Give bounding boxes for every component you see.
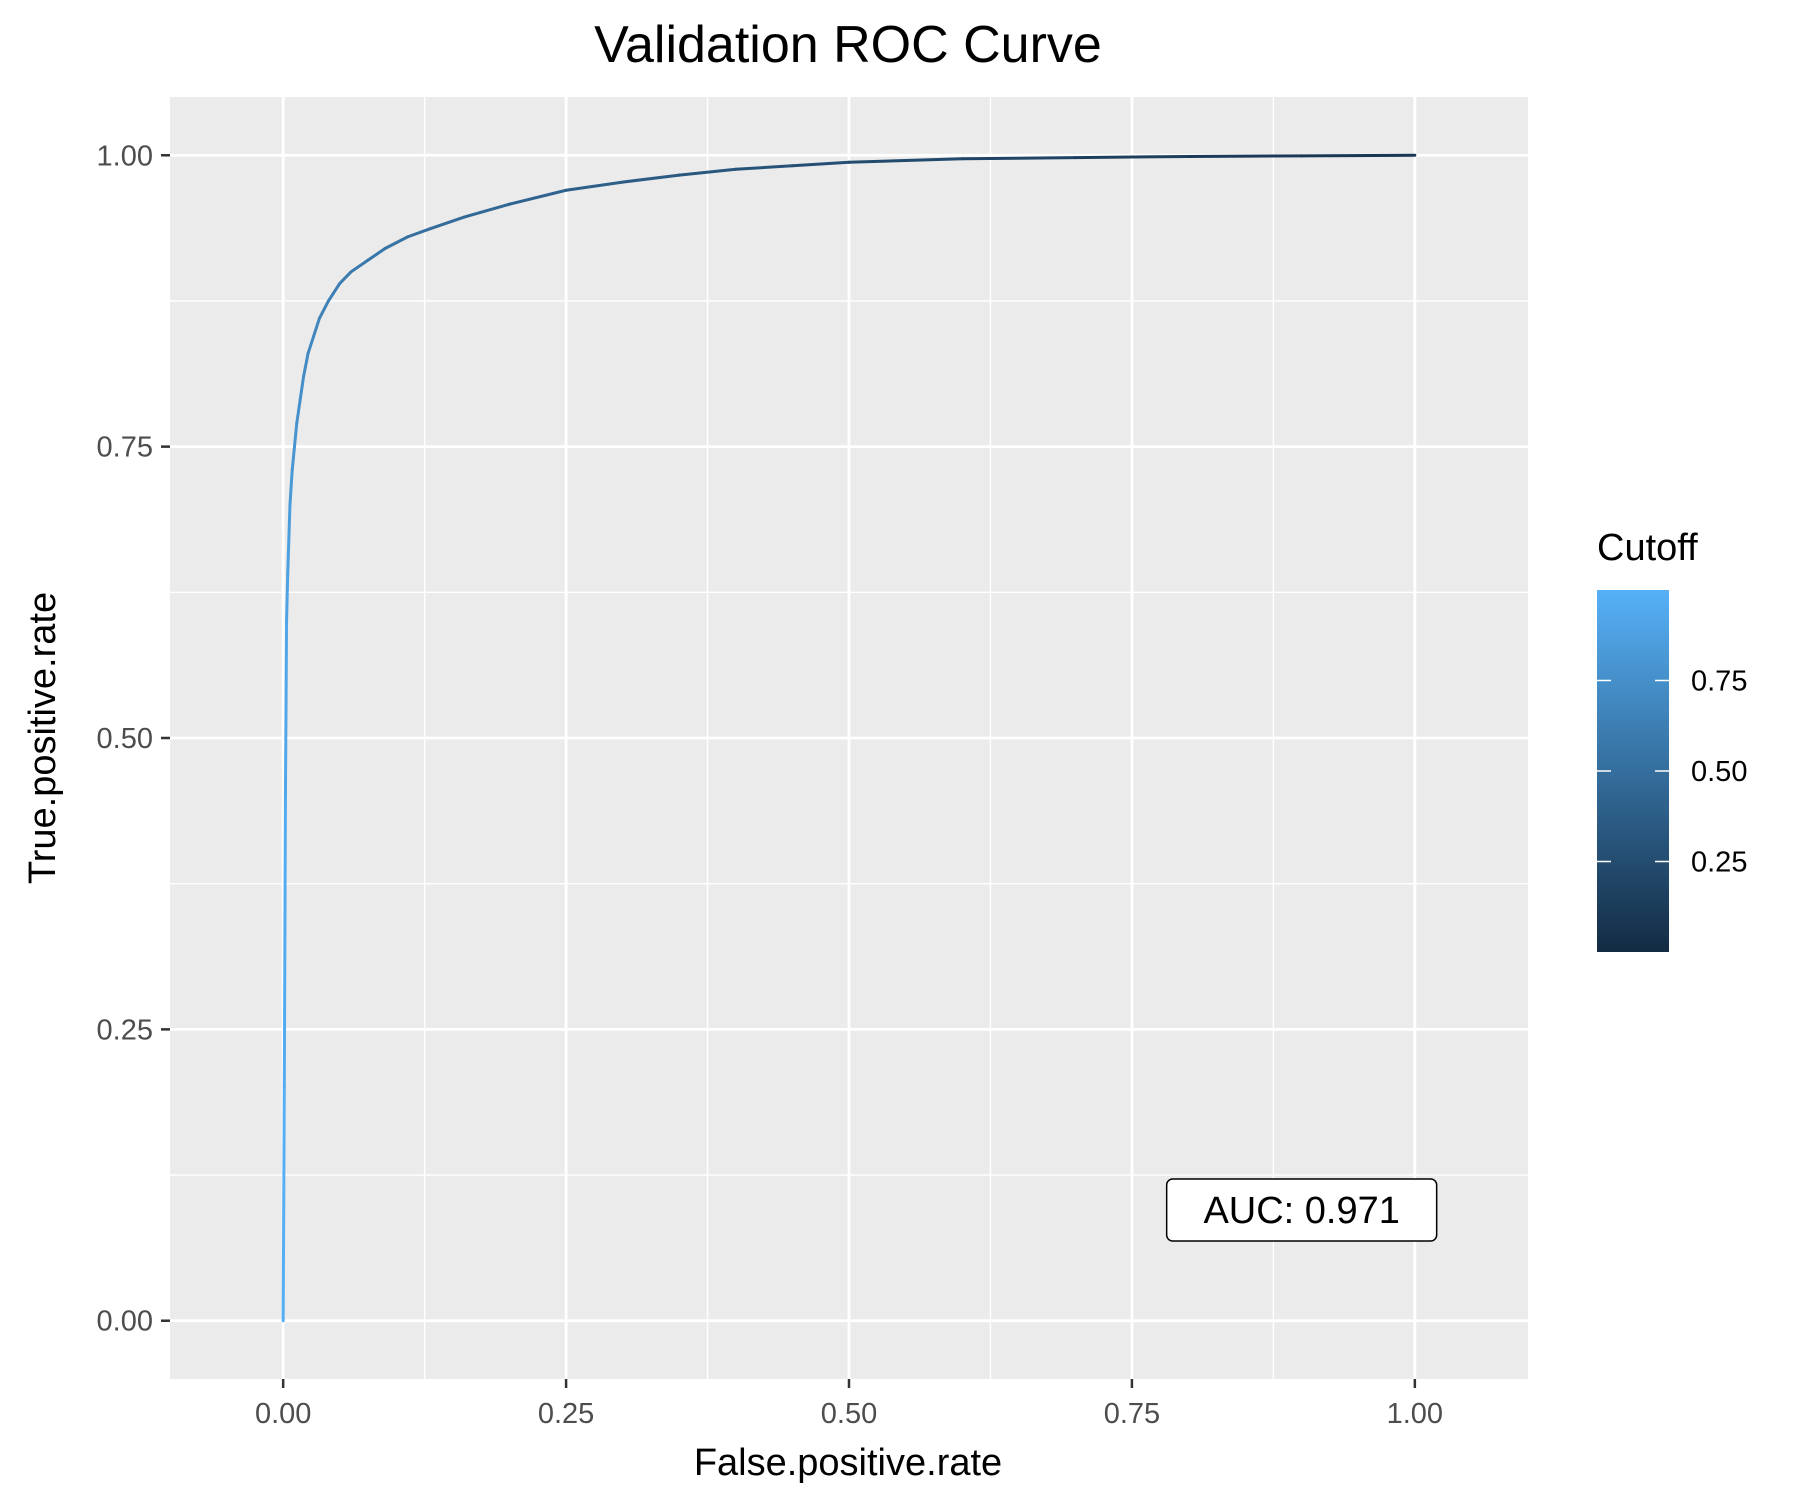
y-axis: 0.00 0.25 0.50 0.75 1.00 xyxy=(97,140,170,1338)
roc-curve-segment xyxy=(285,573,290,623)
roc-curve-segment xyxy=(406,227,432,239)
roc-curve-segment xyxy=(282,794,287,1090)
legend-title: Cutoff xyxy=(1597,527,1698,569)
y-tick-label: 0.00 xyxy=(97,1306,153,1338)
roc-curve-segment xyxy=(1073,154,1190,160)
roc-curve-segment xyxy=(287,503,292,542)
roc-curve-segment xyxy=(298,375,306,402)
roc-curve-segment xyxy=(366,247,387,262)
roc-curve-segment xyxy=(290,445,296,472)
auc-label-text: AUC: 0.971 xyxy=(1203,1190,1399,1232)
roc-curve-segment xyxy=(283,619,289,798)
x-tick-label: 0.75 xyxy=(1104,1398,1160,1430)
roc-curve-segment xyxy=(317,299,330,320)
roc-curve-segment xyxy=(960,156,1077,161)
y-tick-label: 0.50 xyxy=(97,723,153,755)
roc-curve-segment xyxy=(281,1086,286,1323)
y-tick-label: 1.00 xyxy=(97,140,153,172)
roc-curve-segment xyxy=(462,202,511,219)
legend-tick-label: 0.75 xyxy=(1691,666,1747,698)
roc-curve-segment xyxy=(326,281,342,303)
cutoff-legend: Cutoff 0.25 0.50 0.75 xyxy=(1597,527,1747,952)
roc-curve-segment xyxy=(677,167,738,177)
roc-curve-segment xyxy=(338,270,353,285)
roc-curve-segment xyxy=(288,468,294,507)
x-tick-label: 0.50 xyxy=(821,1398,877,1430)
roc-curve-segment xyxy=(292,421,299,449)
legend-tick-label: 0.50 xyxy=(1691,756,1747,788)
roc-curve-segment xyxy=(1187,154,1304,158)
x-axis-title: False.positive.rate xyxy=(694,1442,1002,1484)
roc-curve-segment xyxy=(306,334,316,355)
roc-curve-segment xyxy=(312,316,321,338)
y-axis-title: True.positive.rate xyxy=(22,592,64,884)
roc-curve-segment xyxy=(508,188,568,206)
roc-curve-segment xyxy=(564,180,625,192)
chart-title: Validation ROC Curve xyxy=(594,16,1102,74)
x-tick-label: 0.25 xyxy=(538,1398,594,1430)
y-tick-label: 0.25 xyxy=(97,1014,153,1046)
y-tick-label: 0.75 xyxy=(97,432,153,464)
roc-curve-segment xyxy=(847,157,964,164)
auc-label: AUC: 0.971 xyxy=(1165,1178,1438,1242)
roc-curve-segment xyxy=(790,160,851,168)
roc-curve-segment xyxy=(383,235,410,251)
roc-curve-segment xyxy=(349,258,370,274)
roc-curve-segment xyxy=(621,173,681,184)
roc-curve-layer xyxy=(281,153,1417,1323)
roc-curve-segment xyxy=(286,538,291,577)
roc-curve-segment xyxy=(1300,153,1417,158)
x-axis: 0.00 0.25 0.50 0.75 1.00 xyxy=(255,1379,1443,1430)
roc-curve-segment xyxy=(302,351,310,379)
legend-tick-label: 0.25 xyxy=(1691,847,1747,879)
x-tick-label: 0.00 xyxy=(255,1398,311,1430)
roc-curve-segment xyxy=(295,398,302,425)
auc-label-box xyxy=(1165,1178,1438,1242)
x-tick-label: 1.00 xyxy=(1387,1398,1443,1430)
roc-curve-segment xyxy=(734,164,794,171)
legend-ticks: 0.25 0.50 0.75 xyxy=(1597,666,1747,879)
roc-curve-segment xyxy=(428,215,466,231)
grid-lines xyxy=(170,97,1528,1379)
